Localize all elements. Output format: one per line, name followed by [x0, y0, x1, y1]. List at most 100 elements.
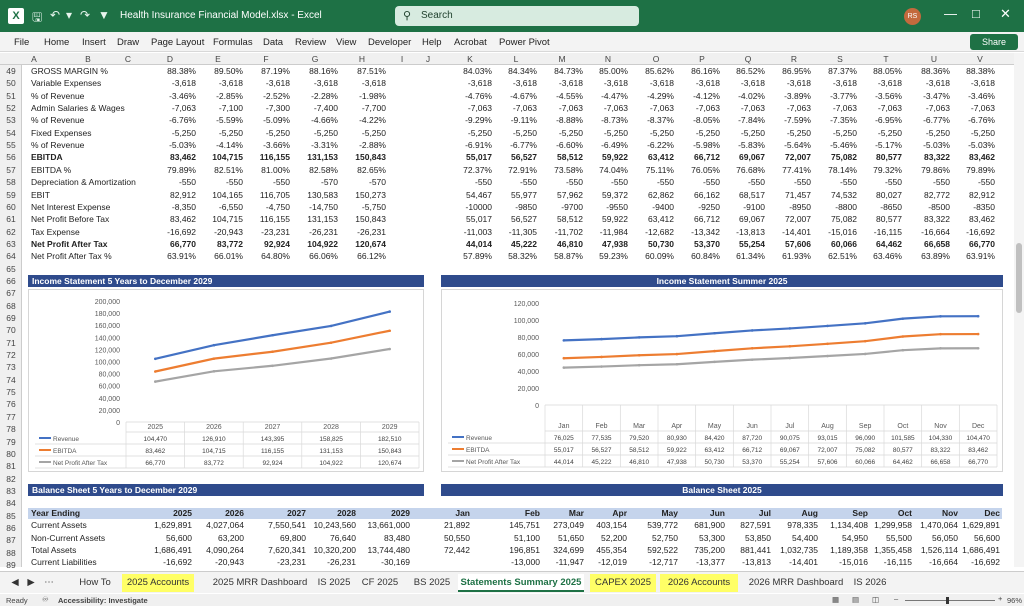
column-header-b[interactable]: B — [85, 54, 91, 64]
column-header-k[interactable]: K — [467, 54, 473, 64]
data-point[interactable] — [562, 366, 566, 369]
data-point[interactable] — [788, 344, 792, 348]
row-number[interactable]: 57 — [6, 164, 16, 175]
maximize-icon[interactable]: □ — [972, 6, 980, 21]
row-number[interactable]: 68 — [6, 300, 16, 311]
series-line-ebitda[interactable] — [563, 332, 979, 360]
save-icon[interactable]: 🖫 — [32, 10, 43, 24]
menu-developer[interactable]: Developer — [368, 37, 412, 48]
row-number[interactable]: 63 — [6, 238, 16, 249]
row-number[interactable]: 76 — [6, 399, 16, 410]
page-break-view-icon[interactable]: ◫ — [872, 595, 880, 604]
data-point[interactable] — [154, 357, 157, 361]
menu-file[interactable]: File — [14, 37, 30, 48]
menu-acrobat[interactable]: Acrobat — [454, 37, 487, 48]
sheet-tab[interactable]: Statements Summary 2025 — [458, 574, 584, 592]
row-number[interactable]: 50 — [6, 78, 16, 89]
sheet-tab[interactable]: How To — [79, 577, 111, 588]
data-point[interactable] — [271, 333, 274, 337]
menu-insert[interactable]: Insert — [82, 37, 106, 48]
data-point[interactable] — [329, 357, 333, 360]
menu-view[interactable]: View — [336, 37, 357, 48]
column-header-d[interactable]: D — [166, 54, 174, 64]
zoom-out-icon[interactable]: – — [894, 594, 899, 603]
data-point[interactable] — [713, 331, 716, 335]
row-number[interactable]: 65 — [6, 263, 16, 274]
data-point[interactable] — [637, 336, 641, 339]
menu-review[interactable]: Review — [295, 37, 327, 48]
sheet-tab[interactable]: CAPEX 2025 — [590, 574, 656, 592]
sheet-tab[interactable]: 2026 MRR Dashboard — [748, 577, 844, 588]
minimize-icon[interactable]: — — [944, 6, 957, 21]
data-point[interactable] — [600, 337, 603, 341]
column-header-v[interactable]: V — [977, 54, 983, 64]
row-number[interactable]: 81 — [6, 461, 16, 472]
scrollbar-thumb[interactable] — [1016, 243, 1022, 313]
row-number[interactable]: 80 — [6, 448, 16, 459]
row-number[interactable]: 73 — [6, 362, 16, 373]
data-point[interactable] — [388, 347, 392, 351]
data-point[interactable] — [976, 332, 980, 336]
share-button[interactable]: Share — [970, 34, 1018, 50]
page-layout-view-icon[interactable]: ▤ — [852, 595, 860, 604]
row-number[interactable]: 54 — [6, 127, 16, 138]
series-line-revenue[interactable] — [563, 315, 979, 342]
search-box[interactable]: ⚲ Search — [395, 6, 639, 26]
row-number[interactable]: 84 — [6, 498, 16, 509]
data-point[interactable] — [750, 358, 754, 361]
data-point[interactable] — [329, 324, 333, 328]
sheet-tab[interactable]: BS 2025 — [413, 577, 451, 588]
menu-formulas[interactable]: Formulas — [213, 37, 253, 48]
data-point[interactable] — [826, 324, 829, 328]
column-header-c[interactable]: C — [124, 54, 132, 64]
undo-icon[interactable]: ↶ — [50, 8, 61, 22]
sheet-tab[interactable]: IS 2025 — [317, 577, 351, 588]
zoom-level[interactable]: 96% — [1007, 596, 1023, 605]
menu-power-pivot[interactable]: Power Pivot — [499, 37, 550, 48]
column-header-r[interactable]: R — [790, 54, 798, 64]
data-point[interactable] — [826, 342, 829, 346]
row-number[interactable]: 88 — [6, 547, 16, 558]
data-point[interactable] — [212, 343, 216, 347]
data-point[interactable] — [212, 370, 216, 373]
data-point[interactable] — [713, 360, 716, 364]
data-point[interactable] — [675, 362, 679, 366]
data-point[interactable] — [562, 356, 566, 360]
sheet-tab[interactable]: CF 2025 — [361, 577, 399, 588]
data-point[interactable] — [637, 363, 641, 367]
row-number[interactable]: 77 — [6, 411, 16, 422]
data-point[interactable] — [976, 314, 980, 318]
row-number[interactable]: 60 — [6, 201, 16, 212]
chart-income-5-years[interactable]: 200,000 180,000 160,000 140,000 120,000 100,0… — [28, 289, 424, 472]
tab-scroll-left-icon[interactable]: ◀ — [11, 577, 19, 588]
row-number[interactable]: 70 — [6, 325, 16, 336]
chart-income-2025[interactable]: 120,000 100,000 80,000 60,000 40,000 20,000 0 J… — [441, 289, 1003, 472]
data-point[interactable] — [212, 357, 216, 360]
tab-scroll-right-icon[interactable]: ▶ — [27, 577, 35, 588]
row-number[interactable]: 51 — [6, 90, 16, 101]
row-number[interactable]: 55 — [6, 140, 16, 151]
sheet-tab[interactable]: 2025 Accounts — [122, 574, 194, 592]
data-point[interactable] — [976, 346, 980, 350]
column-header-o[interactable]: O — [652, 54, 660, 64]
undo-dropdown-icon[interactable]: ▾ — [66, 8, 73, 22]
data-point[interactable] — [901, 317, 905, 320]
series-line-net-profit-after-tax[interactable] — [563, 347, 979, 369]
data-point[interactable] — [713, 349, 716, 353]
data-point[interactable] — [901, 335, 905, 338]
menu-page-layout[interactable]: Page Layout — [151, 37, 205, 48]
data-point[interactable] — [388, 310, 392, 313]
data-point[interactable] — [600, 355, 603, 359]
data-point[interactable] — [863, 352, 867, 356]
column-header-g[interactable]: G — [311, 54, 319, 64]
row-number[interactable]: 61 — [6, 214, 16, 225]
vertical-scrollbar[interactable] — [1014, 53, 1024, 567]
row-number[interactable]: 66 — [6, 275, 16, 286]
zoom-in-icon[interactable]: + — [998, 594, 1003, 603]
row-number[interactable]: 49 — [6, 66, 16, 76]
sheet-tab[interactable]: IS 2026 — [853, 577, 887, 588]
column-header-j[interactable]: J — [425, 54, 431, 64]
row-number[interactable]: 82 — [6, 473, 16, 484]
close-icon[interactable]: ✕ — [1000, 6, 1011, 21]
column-header-p[interactable]: P — [699, 54, 705, 64]
